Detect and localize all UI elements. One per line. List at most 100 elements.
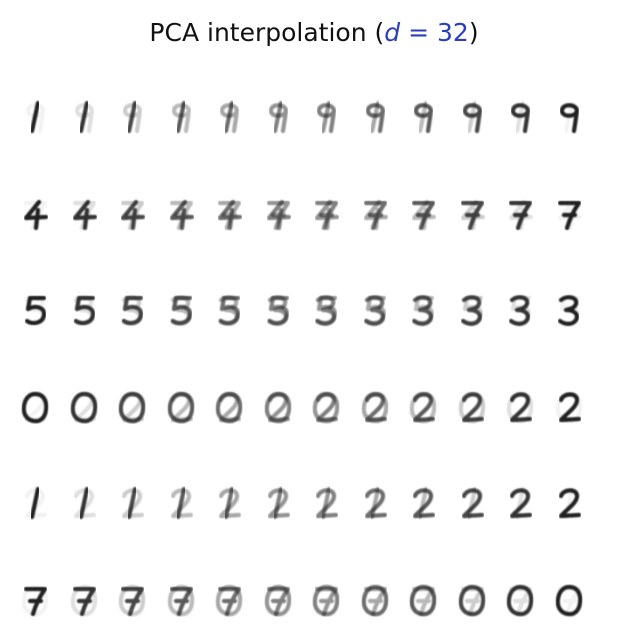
- digit-cell-r5-c6: [258, 479, 298, 525]
- figure-title: PCA interpolation (d = 32): [0, 18, 628, 47]
- glyph-to-9: [316, 103, 337, 134]
- glyph-to-7: [72, 200, 96, 230]
- glyph-to-2: [558, 391, 581, 422]
- glyph-to-7: [557, 200, 581, 230]
- glyph-to-7: [460, 200, 484, 230]
- digit-cell-r6-c7: [306, 576, 346, 622]
- glyph-to-7: [120, 200, 145, 230]
- digit-cell-r2-c3: [112, 190, 152, 236]
- digit-cell-r2-c10: [452, 190, 492, 236]
- digit-cell-r3-c11: [500, 286, 540, 332]
- glyph-to-9: [122, 103, 143, 134]
- digit-cell-r2-c8: [355, 190, 395, 236]
- digit-cell-r1-c4: [161, 93, 201, 139]
- digit-cell-r3-c3: [112, 286, 152, 332]
- glyph-from-7: [363, 586, 387, 616]
- glyph-to-7: [508, 200, 533, 230]
- digit-cell-r4-c1: [15, 383, 55, 429]
- glyph-from-7: [314, 586, 339, 616]
- glyph-to-2: [412, 488, 436, 519]
- glyph-to-9: [559, 103, 579, 134]
- digit-cell-r6-c3: [112, 576, 152, 622]
- glyph-to-9: [74, 103, 94, 134]
- glyph-to-3: [460, 295, 482, 326]
- digit-cell-r1-c9: [403, 93, 443, 139]
- glyph-to-2: [461, 488, 484, 519]
- digit-cell-r1-c10: [452, 93, 492, 139]
- title-prefix: PCA interpolation (: [149, 18, 385, 47]
- glyph-to-2: [267, 488, 290, 519]
- glyph-to-9: [25, 103, 46, 134]
- glyph-from-7: [23, 586, 48, 616]
- digit-cell-r4-c10: [452, 383, 492, 429]
- glyph-to-3: [266, 295, 288, 326]
- digit-cell-r3-c7: [306, 286, 346, 332]
- digit-cell-r3-c6: [258, 286, 298, 332]
- digit-cell-r5-c1: [15, 479, 55, 525]
- glyph-to-2: [121, 488, 145, 519]
- digit-cell-r2-c7: [306, 190, 346, 236]
- digit-cell-r5-c3: [112, 479, 152, 525]
- glyph-to-2: [267, 391, 290, 422]
- digit-cell-r4-c2: [64, 383, 104, 429]
- glyph-from-7: [411, 586, 436, 616]
- glyph-to-7: [266, 200, 290, 230]
- digit-cell-r1-c8: [355, 93, 395, 139]
- digit-cell-r6-c4: [161, 576, 201, 622]
- digit-cell-r3-c4: [161, 286, 201, 332]
- glyph-to-3: [508, 295, 530, 326]
- glyph-to-2: [218, 488, 242, 519]
- digit-cell-r2-c4: [161, 190, 201, 236]
- glyph-to-2: [218, 391, 242, 422]
- glyph-to-2: [364, 391, 387, 422]
- digit-cell-r6-c9: [403, 576, 443, 622]
- glyph-to-2: [461, 391, 484, 422]
- glyph-to-2: [170, 488, 193, 519]
- glyph-to-2: [412, 391, 436, 422]
- glyph-to-7: [169, 200, 193, 230]
- glyph-to-2: [73, 391, 96, 422]
- glyph-to-3: [557, 295, 579, 326]
- digit-cell-r3-c8: [355, 286, 395, 332]
- digit-cell-r4-c6: [258, 383, 298, 429]
- digit-cell-r1-c12: [549, 93, 589, 139]
- glyph-to-0: [167, 584, 194, 616]
- digit-cell-r4-c3: [112, 383, 152, 429]
- glyph-to-3: [363, 295, 385, 326]
- digit-cell-r3-c5: [209, 286, 249, 332]
- glyph-to-2: [509, 488, 533, 519]
- title-operator: =: [400, 18, 437, 47]
- glyph-to-9: [171, 103, 191, 134]
- digit-cell-r1-c5: [209, 93, 249, 139]
- digit-cell-r2-c5: [209, 190, 249, 236]
- digit-cell-r3-c2: [64, 286, 104, 332]
- digit-cell-r2-c1: [15, 190, 55, 236]
- digit-cell-r4-c9: [403, 383, 443, 429]
- glyph-to-3: [72, 295, 94, 326]
- glyph-to-0: [215, 584, 243, 616]
- glyph-to-0: [555, 584, 582, 616]
- digit-cell-r2-c11: [500, 190, 540, 236]
- digit-cell-r1-c7: [306, 93, 346, 139]
- glyph-to-0: [21, 584, 49, 616]
- digit-cell-r5-c2: [64, 479, 104, 525]
- digit-cell-r5-c9: [403, 479, 443, 525]
- digit-cell-r2-c6: [258, 190, 298, 236]
- digit-cell-r4-c11: [500, 383, 540, 429]
- digit-cell-r3-c12: [549, 286, 589, 332]
- digit-cell-r1-c3: [112, 93, 152, 139]
- digit-cell-r6-c11: [500, 576, 540, 622]
- digit-cell-r6-c12: [549, 576, 589, 622]
- glyph-to-9: [365, 103, 385, 134]
- glyph-from-7: [217, 586, 242, 616]
- glyph-to-0: [506, 584, 534, 616]
- glyph-to-0: [70, 584, 97, 616]
- digit-cell-r6-c8: [355, 576, 395, 622]
- glyph-from-7: [557, 586, 581, 616]
- digit-cell-r4-c7: [306, 383, 346, 429]
- glyph-to-0: [312, 584, 340, 616]
- glyph-from-7: [72, 586, 96, 616]
- digit-cell-r6-c5: [209, 576, 249, 622]
- glyph-from-7: [266, 586, 290, 616]
